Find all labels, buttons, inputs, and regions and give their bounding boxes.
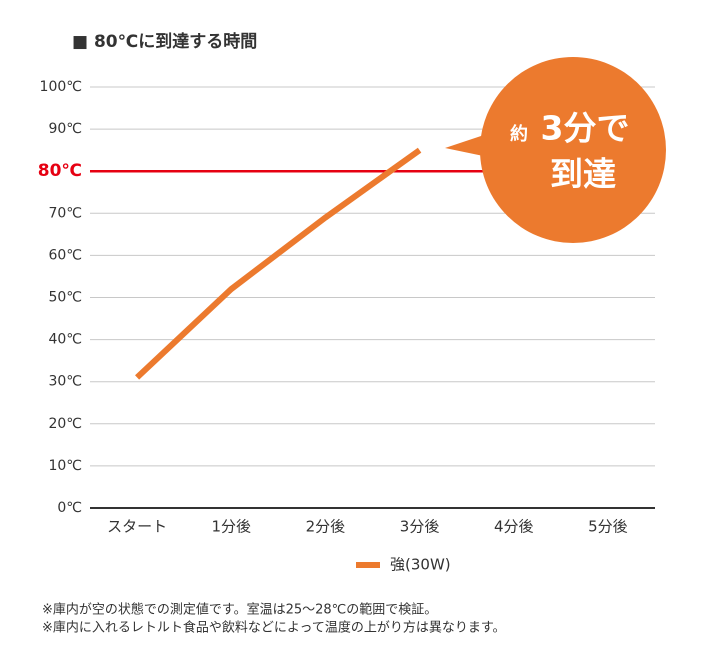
y-tick-label: 80℃ [38,161,82,181]
x-tick-label: 3分後 [400,518,440,536]
x-tick-label: 5分後 [588,518,628,536]
y-tick-label: 40℃ [48,332,82,348]
series-line [135,147,422,380]
y-tick-label: 100℃ [40,79,82,95]
x-tick-label: スタート [107,518,167,536]
x-tick-label: 1分後 [211,518,251,536]
y-tick-label: 60℃ [48,247,82,263]
note: ※庫内が空の状態での測定値です。室温は25～28℃の範囲で検証。 [42,602,437,618]
y-tick-label: 50℃ [48,290,82,306]
y-tick-label: 20℃ [48,416,82,432]
callout [480,57,666,243]
callout-main: 3分で [541,109,630,148]
callout-second: 到達 [550,155,616,194]
y-tick-label: 10℃ [48,458,82,474]
callout-small: 約 [510,123,528,145]
chart-title: ■ 80℃に到達する時間 [72,31,257,52]
y-tick-label: 70℃ [48,205,82,221]
note: ※庫内に入れるレトルト食品や飲料などによって温度の上がり方は異なります。 [42,620,506,636]
x-tick-label: 2分後 [306,518,346,536]
legend-label: 強(30W) [390,556,451,574]
y-tick-label: 0℃ [57,500,82,516]
x-tick-label: 4分後 [494,518,534,536]
y-tick-label: 30℃ [48,374,82,390]
y-tick-label: 90℃ [48,121,82,137]
